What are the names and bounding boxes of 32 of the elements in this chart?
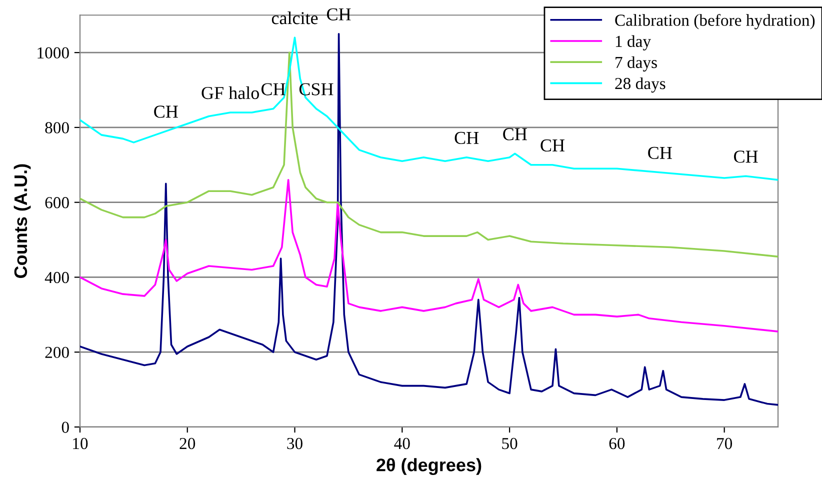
annotation: CH — [326, 8, 351, 20]
legend-label: 1 day — [616, 35, 651, 50]
annotation: CH — [648, 146, 672, 159]
annotation: CH — [734, 150, 758, 163]
annotation: CH — [540, 139, 565, 152]
line-series — [80, 36, 778, 181]
y-tick-label: 800 — [45, 122, 69, 134]
x-tick-label: 10 — [73, 438, 88, 450]
annotation: CH — [154, 106, 178, 118]
x-tick-label: 70 — [717, 438, 732, 450]
x-tick-label: 60 — [609, 438, 625, 450]
legend-label: 28 days — [615, 77, 666, 93]
y-axis-title: Counts (A.U.) — [14, 164, 31, 278]
y-tick-label: 600 — [45, 197, 69, 208]
y-tick-label: 1000 — [38, 47, 69, 59]
x-axis-title: 2θ (degrees) — [376, 458, 482, 475]
y-tick-label: 200 — [45, 346, 69, 358]
annotation: GF halo — [202, 86, 259, 100]
line-series — [80, 52, 778, 258]
annotation: CH — [503, 128, 527, 140]
line-series — [80, 32, 778, 406]
legend-label: 7 days — [616, 56, 657, 72]
x-tick-label: 20 — [180, 438, 196, 450]
x-tick-label: 30 — [287, 438, 302, 450]
y-tick-label: 0 — [62, 422, 69, 433]
legend-label: Calibration (before hydration) — [615, 14, 815, 30]
x-tick-label: 50 — [502, 438, 518, 450]
annotation: calcite — [272, 11, 318, 24]
y-tick-label: 400 — [44, 272, 69, 284]
line-series — [80, 178, 778, 332]
x-tick-label: 40 — [394, 438, 410, 450]
annotation: CH — [454, 132, 479, 144]
